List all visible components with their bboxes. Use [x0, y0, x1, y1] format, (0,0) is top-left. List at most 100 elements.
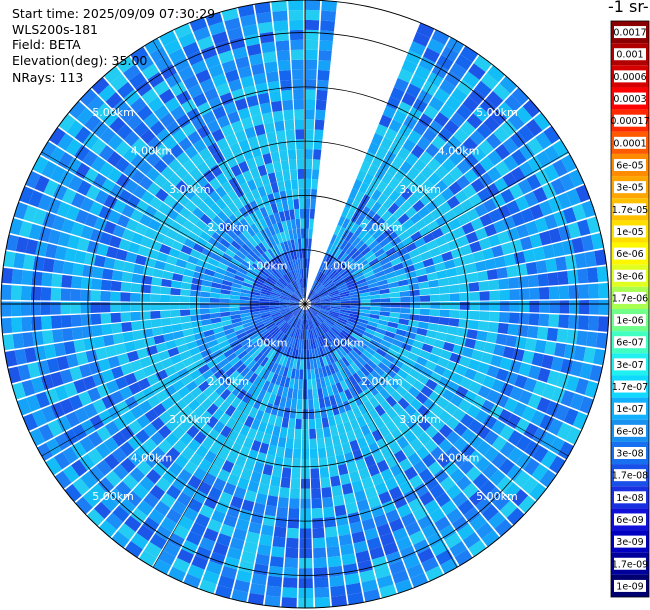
- ray-gate: [298, 188, 305, 199]
- ray-gate: [394, 195, 407, 208]
- ray-gate: [479, 213, 493, 227]
- ray-gate: [575, 378, 589, 395]
- ray-gate: [539, 469, 557, 488]
- ray-gate: [291, 307, 301, 313]
- ray-gate: [348, 315, 359, 322]
- ray-gate: [330, 475, 341, 487]
- ray-gate: [64, 484, 82, 502]
- ray-gate: [281, 310, 291, 317]
- ray-gate: [310, 458, 319, 469]
- ray-gate: [206, 403, 219, 416]
- ray-gate: [239, 299, 250, 304]
- ray-gate: [216, 533, 232, 547]
- ray-gate: [242, 24, 258, 37]
- ray-gate: [202, 386, 215, 398]
- ray-gate: [136, 105, 153, 121]
- ray-gate: [177, 386, 190, 399]
- ray-gate: [122, 331, 134, 343]
- ray-gate: [335, 514, 349, 527]
- ray-gate: [337, 286, 348, 292]
- ray-gate: [330, 295, 341, 300]
- colorbar-label-bg: [614, 48, 646, 61]
- ray-gate: [519, 143, 536, 161]
- ray-gate: [443, 209, 457, 223]
- ray-gate: [312, 388, 319, 400]
- ray-gate: [11, 317, 23, 333]
- ray-gate: [576, 330, 588, 346]
- ray-gate: [284, 119, 295, 131]
- ray-gate: [167, 347, 180, 358]
- ray-gate: [316, 79, 329, 91]
- ray-gate: [67, 234, 81, 250]
- ray-gate: [363, 400, 375, 412]
- ray-gate: [154, 260, 166, 271]
- ray-gate: [259, 298, 270, 302]
- ray-gate: [229, 294, 240, 300]
- ray-gate: [274, 120, 285, 132]
- ray-gate: [389, 312, 400, 319]
- ray-gate: [276, 385, 284, 397]
- ray-gate: [392, 207, 405, 220]
- ray-gate: [20, 301, 32, 316]
- ray-gate: [100, 313, 112, 324]
- ray-gate: [249, 308, 260, 313]
- ray-gate: [346, 461, 358, 474]
- ray-gate: [418, 418, 432, 432]
- ray-gate: [328, 465, 339, 478]
- ray-gate: [393, 449, 407, 464]
- ray-gate: [275, 331, 284, 341]
- ray-gate: [429, 309, 441, 317]
- ray-gate: [241, 285, 252, 291]
- ray-gate: [111, 322, 123, 334]
- ray-gate: [270, 202, 279, 214]
- ray-gate: [407, 452, 422, 466]
- ray-gate: [275, 40, 290, 52]
- ray-gate: [426, 329, 438, 339]
- ray-gate: [424, 411, 438, 425]
- range-ring-label: 3.00km: [399, 413, 441, 426]
- ray-gate: [386, 163, 399, 177]
- ray-gate: [140, 319, 152, 330]
- ray-gate: [456, 104, 473, 120]
- ray-gate: [226, 381, 238, 393]
- ray-gate: [422, 453, 437, 468]
- ray-gate: [244, 415, 255, 428]
- ray-gate: [28, 223, 42, 240]
- ray-gate: [292, 228, 298, 240]
- ray-gate: [318, 367, 324, 379]
- ray-gate: [298, 379, 303, 390]
- ray-gate: [181, 322, 193, 330]
- ray-gate: [412, 380, 425, 392]
- ray-gate: [527, 274, 539, 288]
- ray-gate: [409, 308, 421, 315]
- ray-gate: [449, 62, 467, 79]
- ray-gate: [468, 434, 484, 450]
- ray-gate: [385, 214, 398, 227]
- ray-gate: [256, 257, 266, 267]
- ray-gate: [293, 99, 304, 110]
- ray-gate: [537, 273, 549, 287]
- ray-gate: [112, 464, 129, 481]
- ray-gate: [403, 489, 419, 504]
- ray-gate: [522, 99, 541, 118]
- ray-gate: [57, 133, 74, 151]
- ray-gate: [276, 50, 291, 62]
- ray-gate: [193, 375, 206, 387]
- ray-gate: [200, 398, 213, 411]
- ray-gate: [309, 448, 318, 459]
- ray-gate: [302, 309, 305, 320]
- colorbar-tick-label: 1e-06: [616, 316, 643, 327]
- ray-gate: [260, 174, 270, 186]
- ray-gate: [161, 215, 175, 228]
- ray-gate: [535, 150, 552, 168]
- ray-gate: [375, 146, 389, 159]
- ray-gate: [288, 9, 304, 21]
- ray-gate: [343, 367, 353, 378]
- ray-gate: [277, 497, 289, 508]
- ray-gate: [70, 302, 81, 314]
- ray-gate: [179, 418, 193, 432]
- ray-gate: [182, 507, 199, 522]
- ray-gate: [360, 246, 372, 257]
- ray-gate: [310, 329, 314, 340]
- ray-gate: [63, 428, 79, 446]
